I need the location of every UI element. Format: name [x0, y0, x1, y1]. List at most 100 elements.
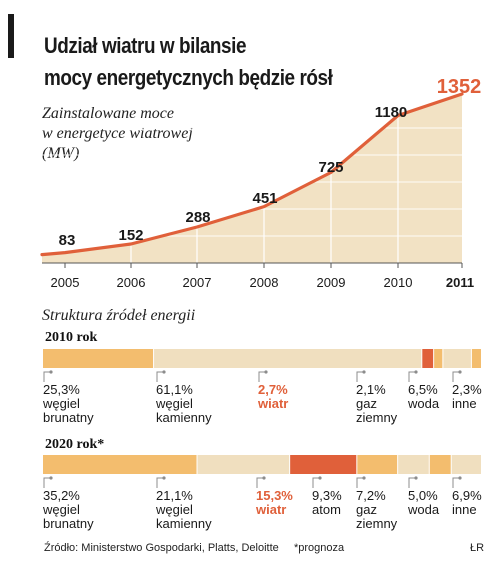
label-connector	[312, 477, 319, 488]
chart-subtitle: Zainstalowane moce w energetyce wiatrowe…	[42, 104, 193, 164]
segment-name-label: woda	[407, 396, 440, 411]
bar-segment	[434, 349, 443, 368]
subtitle-line-1: Zainstalowane moce	[42, 105, 174, 122]
label-connector	[256, 477, 263, 488]
segment-value-label: 2,3%	[452, 382, 482, 397]
connector-dot	[414, 370, 418, 374]
connector-dot	[262, 476, 266, 480]
title-line-2: mocy energetycznych będzie rósł	[44, 65, 333, 90]
bar-segment	[197, 455, 290, 474]
segment-value-label: 35,2%	[43, 488, 80, 503]
subtitle-line-2: w energetyce wiatrowej	[42, 125, 193, 142]
bar-segment	[422, 349, 434, 368]
connector-dot	[362, 476, 366, 480]
segment-name-label: gaz	[356, 396, 377, 411]
x-tick-label: 2008	[250, 275, 279, 290]
segment-name-label: wiatr	[255, 502, 286, 517]
author-credit: ŁR	[470, 542, 485, 554]
label-connector	[452, 477, 459, 488]
data-label: 725	[318, 159, 343, 176]
bar-segment	[429, 455, 451, 474]
data-label: 83	[59, 232, 76, 249]
bar-segment	[471, 349, 481, 368]
data-label: 152	[118, 227, 143, 244]
segment-name-label: inne	[452, 396, 477, 411]
forecast-note: *prognoza	[294, 542, 345, 554]
connector-dot	[264, 370, 268, 374]
segment-value-label: 5,0%	[408, 488, 438, 503]
segment-value-label: 6,9%	[452, 488, 482, 503]
row-label-2020: 2020 rok*	[45, 437, 105, 452]
x-tick-label: 2010	[384, 275, 413, 290]
x-tick-label: 2011	[446, 275, 474, 290]
segment-value-label: 6,5%	[408, 382, 438, 397]
label-connector	[156, 477, 163, 488]
page-title: Udział wiatru w bilansie mocy energetycz…	[44, 30, 333, 94]
subtitle-line-3: (MW)	[42, 145, 80, 162]
segment-value-label: 21,1%	[156, 488, 193, 503]
energy-structure-bars: 25,3%węgielbrunatny61,1%węgielkamienny2,…	[42, 349, 482, 531]
title-line-1: Udział wiatru w bilansie	[44, 33, 247, 58]
segment-value-label: 7,2%	[356, 488, 386, 503]
segment-name-label: węgiel	[42, 396, 80, 411]
segment-name-label: ziemny	[356, 410, 398, 425]
breakdown-title: Struktura źródeł energii	[42, 307, 196, 324]
bar-segment	[43, 349, 154, 368]
segment-value-label: 15,3%	[256, 488, 293, 503]
label-connector	[356, 477, 363, 488]
data-label: 1180	[375, 104, 408, 121]
segment-name-label: kamienny	[156, 410, 212, 425]
segment-name-label: węgiel	[42, 502, 80, 517]
segment-value-label: 2,1%	[356, 382, 386, 397]
connector-dot	[49, 476, 53, 480]
bar-segment	[43, 455, 197, 474]
segment-name-label: woda	[407, 502, 440, 517]
connector-dot	[414, 476, 418, 480]
data-label: 288	[185, 209, 210, 226]
connector-dot	[162, 370, 166, 374]
area-chart: 2005 2006 2007 2008 2009 2010 2011 83 152 288 451 7…	[40, 76, 482, 290]
segment-name-label: brunatny	[43, 516, 94, 531]
bar-segment	[443, 349, 471, 368]
label-connector	[43, 371, 50, 382]
segment-value-label: 2,7%	[258, 382, 288, 397]
segment-name-label: kamienny	[156, 516, 212, 531]
label-connector	[408, 477, 415, 488]
label-connector	[356, 371, 363, 382]
segment-name-label: brunatny	[43, 410, 94, 425]
segment-value-label: 25,3%	[43, 382, 80, 397]
segment-name-label: atom	[312, 502, 341, 517]
data-label: 1352	[437, 76, 482, 98]
area-fill	[42, 94, 462, 263]
title-accent-bar	[8, 14, 14, 58]
connector-dot	[49, 370, 53, 374]
segment-value-label: 9,3%	[312, 488, 342, 503]
segment-name-label: węgiel	[155, 502, 193, 517]
segment-name-label: węgiel	[155, 396, 193, 411]
x-tick-label: 2009	[317, 275, 346, 290]
data-label: 451	[252, 190, 277, 207]
x-tick-label: 2007	[183, 275, 212, 290]
x-tick-label: 2005	[51, 275, 80, 290]
bar-segment	[398, 455, 429, 474]
bar-segment	[290, 455, 357, 474]
label-connector	[43, 477, 50, 488]
bar-segment	[154, 349, 422, 368]
label-connector	[408, 371, 415, 382]
segment-value-label: 61,1%	[156, 382, 193, 397]
label-connector	[258, 371, 265, 382]
series-line	[40, 92, 464, 257]
connector-dot	[162, 476, 166, 480]
source-note: Źródło: Ministerstwo Gospodarki, Platts,…	[44, 542, 279, 554]
bar-segment	[451, 455, 481, 474]
label-connector	[452, 371, 459, 382]
connector-dot	[362, 370, 366, 374]
connector-dot	[458, 476, 462, 480]
bar-segment	[357, 455, 398, 474]
label-connector	[156, 371, 163, 382]
segment-name-label: inne	[452, 502, 477, 517]
segment-name-label: ziemny	[356, 516, 398, 531]
segment-name-label: wiatr	[257, 396, 288, 411]
